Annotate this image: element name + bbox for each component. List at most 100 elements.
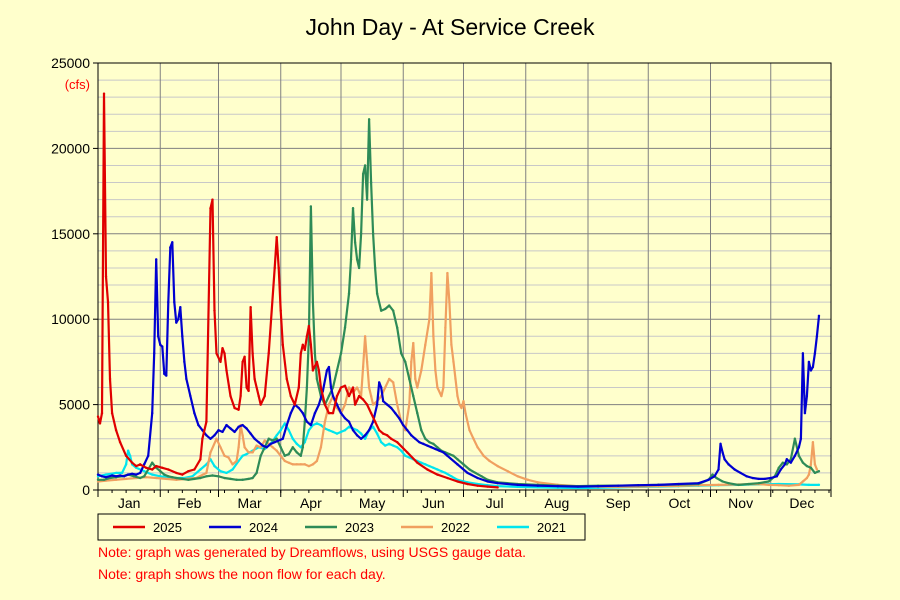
data-point-2025 [167,468,170,471]
data-point-2022 [811,440,815,444]
data-point-2025 [221,347,224,350]
data-point-2024 [217,429,220,432]
x-tick-label: Aug [544,495,569,511]
data-point-2021 [516,485,519,489]
data-point-2024 [161,345,164,348]
data-point-2022 [450,343,453,347]
y-tick-label: 15000 [51,226,90,242]
data-point-2022 [361,365,365,369]
series-layer [96,92,821,490]
data-point-2022 [319,446,323,449]
data-point-2021 [299,446,303,449]
data-point-2021 [241,454,244,458]
data-point-2021 [440,470,443,473]
data-point-2023 [474,471,477,475]
data-point-2023 [432,442,435,446]
data-point-2021 [331,430,335,434]
data-point-2023 [247,477,250,481]
data-point-2022 [468,429,471,432]
data-point-2024 [556,485,560,488]
data-point-2022 [536,481,539,484]
data-point-2024 [379,386,383,389]
legend-label-2021: 2021 [537,520,566,535]
data-point-2024 [707,478,710,481]
data-point-2021 [339,430,343,434]
data-point-2025 [223,352,226,355]
data-point-2021 [311,423,315,427]
data-point-2024 [426,444,429,447]
data-point-2023 [335,369,339,372]
data-point-2025 [315,360,319,364]
data-point-2024 [183,360,186,364]
data-point-2023 [229,477,232,481]
data-point-2022 [801,480,805,483]
data-point-2021 [114,471,118,475]
data-point-2023 [235,478,238,481]
data-point-2021 [359,432,363,435]
data-point-2024 [181,335,184,338]
data-point-2024 [177,318,180,321]
data-point-2021 [444,471,447,475]
data-point-2022 [279,454,282,458]
data-point-2025 [155,464,158,468]
data-point-2022 [283,459,286,463]
plot-area [98,63,831,490]
data-point-2023 [211,474,214,477]
data-point-2021 [283,422,286,425]
data-point-2025 [456,480,459,483]
data-point-2023 [159,470,162,473]
data-point-2022 [299,463,303,466]
x-tick-label: Apr [300,495,322,511]
data-point-2024 [815,335,819,338]
data-point-2025 [263,394,266,398]
data-point-2022 [209,451,212,454]
data-point-2022 [444,326,447,329]
y-tick-label: 0 [82,482,90,498]
data-point-2023 [301,446,305,449]
data-point-2024 [165,374,168,377]
data-point-2025 [339,386,343,389]
data-point-2023 [371,232,375,235]
data-point-2025 [373,420,377,423]
data-point-2024 [793,454,797,458]
data-point-2022 [446,271,449,275]
data-point-2024 [442,451,445,454]
data-point-2024 [229,427,232,430]
data-point-2022 [223,454,226,458]
data-point-2023 [151,461,154,464]
data-point-2024 [347,420,351,423]
data-point-2021 [319,423,323,427]
data-point-2023 [448,452,451,456]
data-point-2022 [371,403,375,406]
data-point-2022 [263,439,266,442]
data-point-2024 [446,454,449,458]
data-point-2024 [536,484,539,487]
data-point-2024 [151,411,154,415]
data-point-2022 [227,456,230,459]
data-point-2023 [167,475,170,478]
data-point-2025 [293,403,297,406]
data-point-2022 [526,478,529,481]
data-point-2024 [104,475,108,479]
data-point-2022 [452,360,455,364]
x-tick-label: Mar [238,495,262,511]
data-point-2022 [165,477,168,481]
data-point-2022 [291,463,294,466]
data-point-2025 [239,394,242,398]
note-noon-flow: Note: graph shows the noon flow for each… [98,566,386,582]
data-point-2022 [717,483,720,487]
data-point-2023 [353,241,357,244]
data-point-2024 [329,386,333,389]
data-point-2024 [576,485,580,488]
data-point-2025 [496,486,499,489]
data-point-2024 [343,417,347,420]
data-point-2023 [357,266,361,270]
data-point-2021 [436,468,439,471]
data-point-2025 [237,408,240,411]
data-point-2023 [287,452,290,456]
data-point-2023 [193,477,196,481]
data-point-2024 [245,427,248,430]
data-point-2024 [317,403,321,406]
data-point-2021 [225,471,228,475]
data-point-2025 [327,411,331,415]
